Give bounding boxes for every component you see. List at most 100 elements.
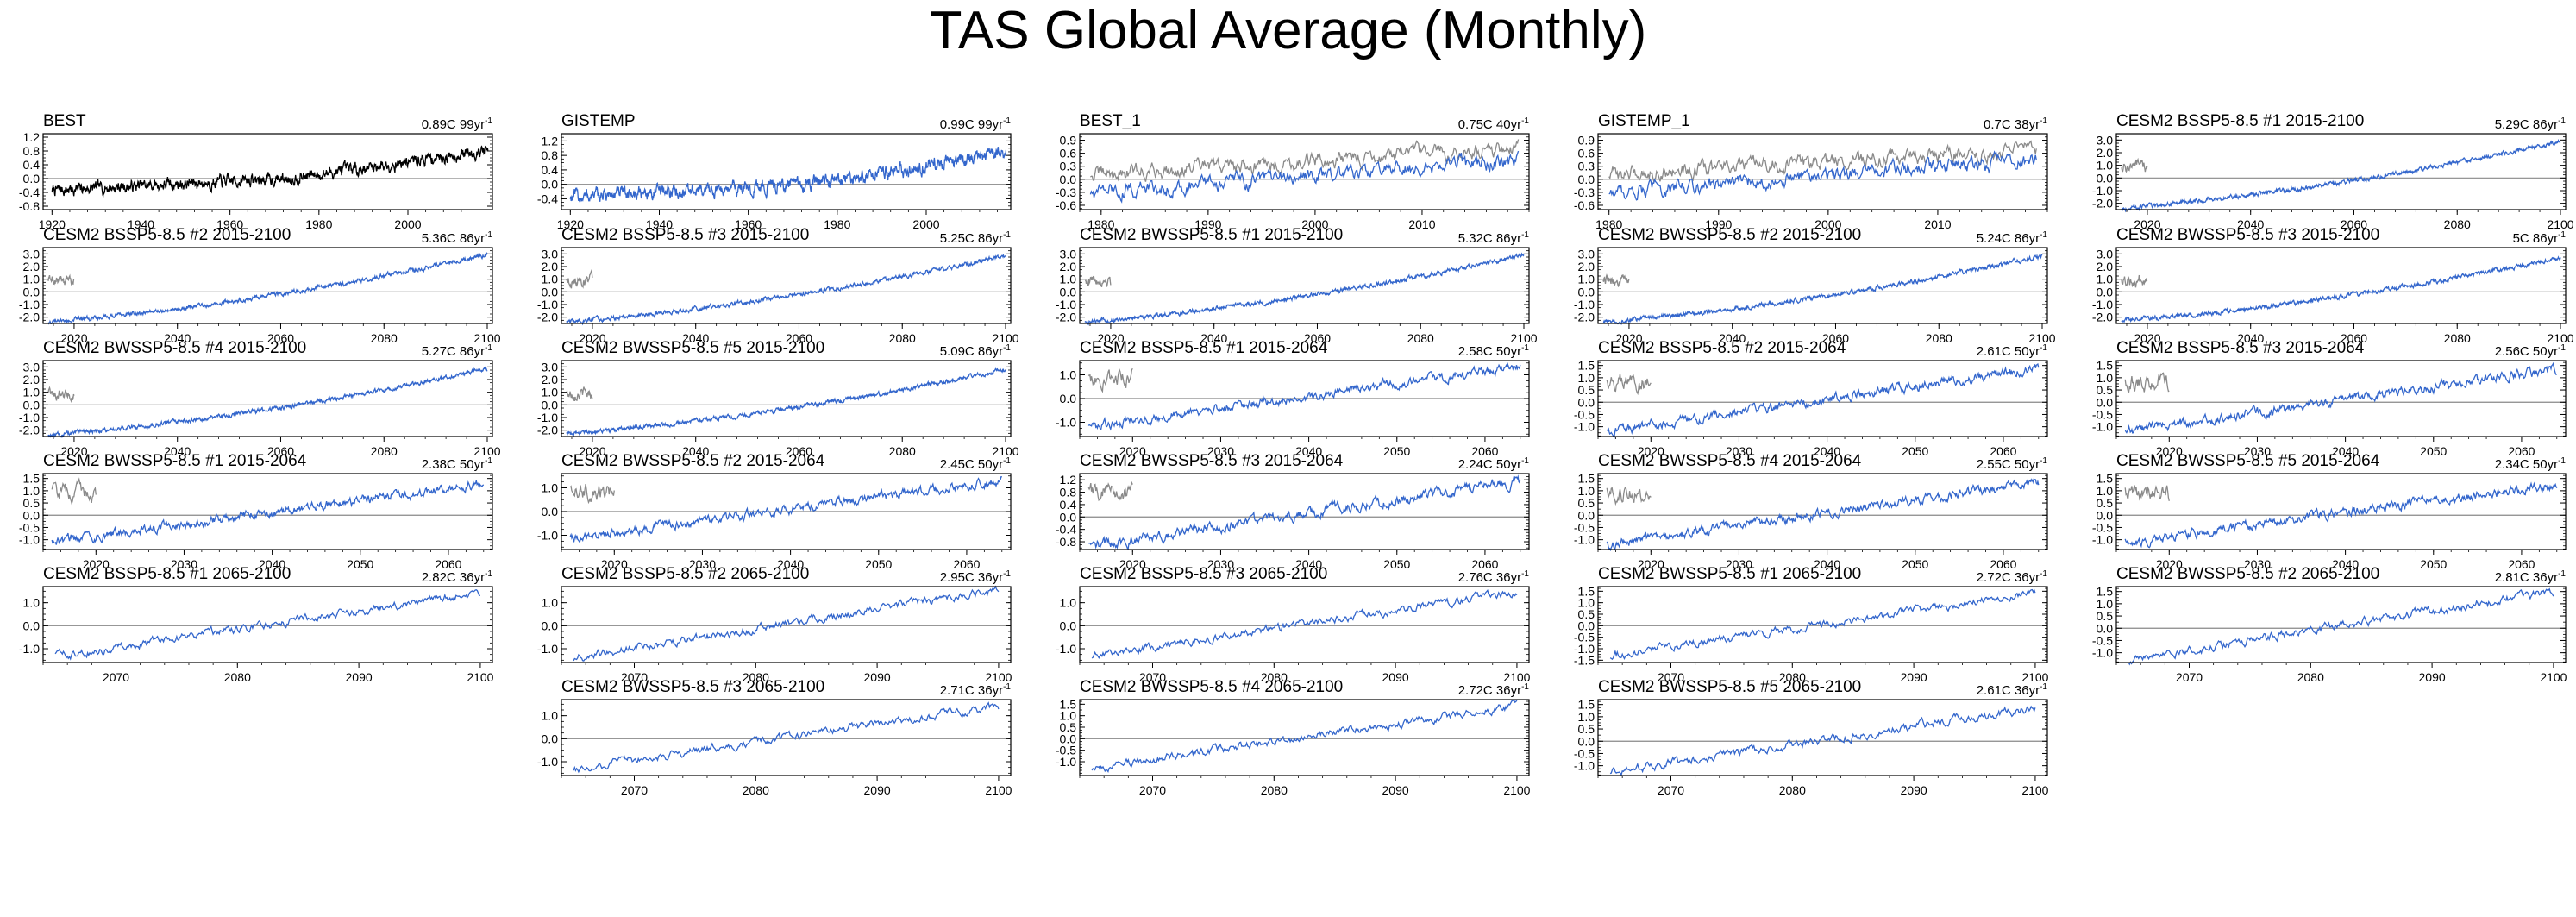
series-line-model <box>51 480 485 545</box>
y-tick-label: 0.0 <box>542 619 559 632</box>
series-line-model <box>1091 699 1518 773</box>
y-tick-label: -1.0 <box>537 298 558 311</box>
y-tick-label: -1.0 <box>1574 759 1595 773</box>
y-tick-label: 1.0 <box>2097 484 2114 498</box>
panel-plot: -0.40.00.40.81.2 1920 1940 1960 1980 2000 <box>537 133 1012 231</box>
x-tick-label: 2100 <box>2028 331 2055 345</box>
y-tick-label: -0.4 <box>537 192 558 205</box>
series-line-model <box>569 476 1002 544</box>
x-tick-label: 2010 <box>1924 217 1951 231</box>
y-tick-label: 0.0 <box>2097 508 2114 522</box>
panel-plot: -1.0-0.50.00.51.01.5 2020 2030 2040 2050 2060 <box>1574 472 2048 571</box>
y-tick-label: -0.5 <box>2092 407 2113 421</box>
y-tick-label: 1.0 <box>1060 368 1077 382</box>
panel-title: CESM2 BSSP5-8.5 #2 2015-2100 <box>43 226 291 244</box>
y-tick-label: 3.0 <box>23 360 41 374</box>
y-tick-label: 3.0 <box>2097 133 2114 147</box>
trend-exponent: -1 <box>2040 230 2047 240</box>
y-tick-label: -0.5 <box>1574 631 1595 644</box>
x-tick-label: 2100 <box>2021 783 2048 797</box>
panel-plot: -1.0 0.0 1.0 2070 2080 2090 2100 <box>1056 586 1531 684</box>
plot-frame <box>42 586 493 663</box>
y-tick-label: 1.0 <box>1060 273 1077 286</box>
y-tick-label: 2.0 <box>23 373 41 386</box>
series-line-ref <box>47 273 75 286</box>
series-line-model <box>1606 478 2040 552</box>
x-tick-label: 2050 <box>1902 444 1928 458</box>
panel-title: CESM2 BWSSP5-8.5 #1 2065-2100 <box>1598 565 1862 583</box>
y-tick-label: 0.4 <box>1060 498 1077 512</box>
series-line-model <box>47 366 488 438</box>
panel-bsspl3: CESM2 BSSP5-8.5 #3 2065-2100 2.76C 36yr-1… <box>1056 566 1531 694</box>
y-tick-label: -1.0 <box>2092 533 2113 547</box>
plot-frame <box>2115 586 2567 663</box>
panel-plot: -1.0 0.0 1.0 2070 2080 2090 2100 <box>19 586 494 684</box>
series-line-ref <box>1606 374 1652 396</box>
x-tick-label: 2060 <box>786 444 812 458</box>
page-title: TAS Global Average (Monthly) <box>929 1 1647 60</box>
y-tick-label: 1.0 <box>542 481 559 495</box>
panel-trend-stat: 2.58C 50yr-1 <box>1458 340 1529 361</box>
y-tick-label: -2.0 <box>1056 311 1076 324</box>
y-tick-label: -1.0 <box>2092 184 2113 198</box>
x-tick-label: 2100 <box>2547 331 2573 345</box>
panel-bwsspr5: CESM2 BWSSP5-8.5 #5 2015-2100 5.09C 86yr-… <box>537 340 1019 468</box>
plot-frame <box>1597 133 2048 210</box>
x-tick-label: 2100 <box>2540 670 2567 684</box>
trend-exponent: -1 <box>1521 569 1529 579</box>
trend-value: 2.61C 50yr <box>1976 344 2040 359</box>
x-tick-label: 2070 <box>1658 783 1684 797</box>
panel-trend-stat: 2.45C 50yr-1 <box>940 453 1011 474</box>
panel-trend-stat: 2.72C 36yr-1 <box>1458 679 1529 700</box>
y-tick-label: -2.0 <box>2092 311 2113 324</box>
panel-plot: -1.5-1.0-0.50.00.51.01.5 2070 2080 2090 2100 <box>1574 584 2049 684</box>
x-tick-label: 2020 <box>2134 217 2160 231</box>
panel-trend-stat: 0.99C 99yr-1 <box>940 113 1011 134</box>
trend-exponent: -1 <box>2558 230 2566 240</box>
x-tick-label: 2020 <box>60 444 87 458</box>
panel-bsspr1: CESM2 BSSP5-8.5 #1 2015-2100 5.29C 86yr-1… <box>2092 113 2574 241</box>
x-tick-label: 2040 <box>164 444 191 458</box>
y-tick-label: -1.0 <box>1574 298 1595 311</box>
x-tick-label: 2040 <box>164 331 191 345</box>
y-tick-label: -0.8 <box>19 199 40 213</box>
trend-exponent: -1 <box>2040 343 2047 353</box>
trend-exponent: -1 <box>2558 569 2566 579</box>
y-tick-label: 3.0 <box>1578 247 1595 261</box>
panel-bwsspe2: CESM2 BWSSP5-8.5 #2 2015-2064 2.45C 50yr-… <box>537 453 1012 581</box>
y-tick-label: 1.5 <box>1578 359 1595 373</box>
series-line-model <box>54 588 480 661</box>
x-tick-label: 2050 <box>2420 444 2447 458</box>
panel-trend-stat: 2.61C 50yr-1 <box>1977 340 2047 361</box>
panel-trend-stat: 2.71C 36yr-1 <box>940 679 1011 700</box>
panel-trend-stat: 0.89C 99yr-1 <box>422 113 492 134</box>
panel-title: CESM2 BWSSP5-8.5 #4 2065-2100 <box>1080 678 1344 696</box>
x-tick-label: 2090 <box>1382 783 1409 797</box>
x-tick-label: 2040 <box>2332 557 2359 571</box>
x-tick-label: 1920 <box>557 217 584 231</box>
plot-frame <box>42 133 493 210</box>
y-tick-label: 1.0 <box>2097 597 2114 611</box>
x-tick-label: 2080 <box>889 331 916 345</box>
panel-plot: -0.8-0.40.00.40.81.2 1920 1940 1960 1980 2000 <box>19 130 493 231</box>
y-tick-label: 3.0 <box>1060 247 1077 261</box>
y-tick-label: -0.3 <box>1056 185 1076 199</box>
y-tick-label: 1.0 <box>1578 273 1595 286</box>
x-tick-label: 2020 <box>1638 557 1664 571</box>
trend-value: 0.89C 99yr <box>421 117 486 132</box>
y-tick-label: -0.5 <box>1056 744 1076 757</box>
panel-plot: -2.0-1.00.01.02.03.0 2020 2040 2060 2080 2100 <box>2092 133 2574 231</box>
x-tick-label: 1940 <box>128 217 154 231</box>
plot-frame <box>1597 586 2048 663</box>
trend-exponent: -1 <box>2558 116 2566 126</box>
y-tick-label: 0.0 <box>23 172 41 185</box>
panel-trend-stat: 5.29C 86yr-1 <box>2495 113 2566 134</box>
panel-plot: -1.0 0.0 1.0 2070 2080 2090 2100 <box>537 585 1012 684</box>
x-tick-label: 2060 <box>2508 557 2535 571</box>
panel-trend-stat: 5.09C 86yr-1 <box>940 340 1011 361</box>
plot-frame <box>42 247 493 324</box>
plot-frame <box>2115 133 2567 210</box>
panel-plot: -1.0 0.0 1.0 2070 2080 2090 2100 <box>537 699 1012 797</box>
y-tick-label: 0.0 <box>23 619 41 632</box>
y-tick-label: -1.5 <box>1574 653 1595 667</box>
